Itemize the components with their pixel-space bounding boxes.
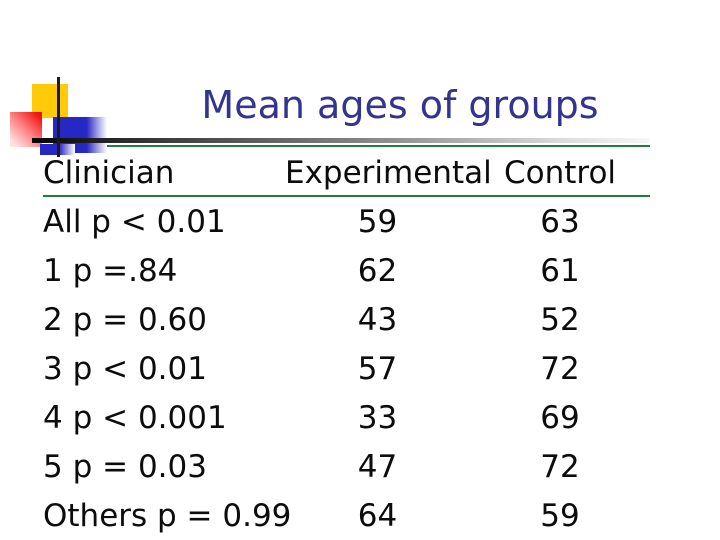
table-row: 2 p = 0.60 43 52 bbox=[43, 295, 650, 344]
column-header-control: Control bbox=[503, 154, 617, 191]
cell-experimental: 62 bbox=[357, 252, 398, 289]
cell-experimental: 43 bbox=[357, 301, 398, 338]
cell-experimental: 64 bbox=[357, 497, 398, 534]
table-row: All p < 0.01 59 63 bbox=[43, 197, 650, 246]
green-rule-top bbox=[40, 145, 650, 147]
cell-control: 52 bbox=[540, 301, 580, 338]
cell-clinician: 5 p = 0.03 bbox=[43, 448, 207, 485]
cell-control: 72 bbox=[540, 350, 580, 387]
cell-experimental: 57 bbox=[357, 350, 398, 387]
cell-clinician: 2 p = 0.60 bbox=[43, 301, 207, 338]
cell-experimental: 33 bbox=[357, 399, 398, 436]
column-header-experimental: Experimental bbox=[285, 154, 492, 191]
table-header-row: Clinician Experimental Control bbox=[43, 150, 650, 197]
cell-clinician: 3 p < 0.01 bbox=[43, 350, 207, 387]
cell-control: 69 bbox=[540, 399, 580, 436]
cell-clinician: 1 p =.84 bbox=[43, 252, 178, 289]
cell-clinician: 4 p < 0.001 bbox=[43, 399, 227, 436]
page-title: Mean ages of groups bbox=[201, 83, 599, 127]
cell-control: 72 bbox=[540, 448, 580, 485]
cell-control: 61 bbox=[540, 252, 580, 289]
cell-clinician: Others p = 0.99 bbox=[43, 497, 292, 534]
table-row: 4 p < 0.001 33 69 bbox=[43, 393, 650, 442]
cell-experimental: 59 bbox=[357, 203, 398, 240]
cell-control: 59 bbox=[540, 497, 580, 534]
cell-clinician: All p < 0.01 bbox=[43, 203, 226, 240]
table-row: Others p = 0.99 64 59 bbox=[43, 491, 650, 540]
table-row: 5 p = 0.03 47 72 bbox=[43, 442, 650, 491]
table-row: 3 p < 0.01 57 72 bbox=[43, 344, 650, 393]
cell-experimental: 47 bbox=[357, 448, 398, 485]
ages-table: Clinician Experimental Control All p < 0… bbox=[43, 150, 650, 540]
table-row: 1 p =.84 62 61 bbox=[43, 246, 650, 295]
vertical-line-decoration bbox=[57, 77, 60, 157]
column-header-clinician: Clinician bbox=[43, 154, 175, 191]
cell-control: 63 bbox=[540, 203, 580, 240]
title-underline-bar bbox=[32, 138, 650, 143]
